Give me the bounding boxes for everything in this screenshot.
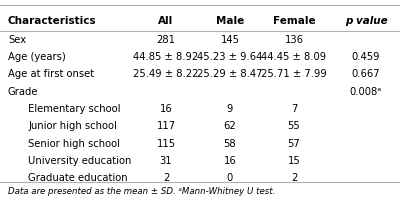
Text: 281: 281 (156, 35, 176, 45)
Text: 0: 0 (227, 173, 233, 183)
Text: 2: 2 (163, 173, 169, 183)
Text: 45.23 ± 9.64: 45.23 ± 9.64 (197, 52, 263, 62)
Text: Junior high school: Junior high school (28, 121, 117, 131)
Text: Female: Female (273, 16, 315, 26)
Text: 16: 16 (224, 156, 236, 166)
Text: 58: 58 (224, 139, 236, 148)
Text: 16: 16 (160, 104, 172, 114)
Text: p value: p value (345, 16, 387, 26)
Text: 9: 9 (227, 104, 233, 114)
Text: 145: 145 (220, 35, 240, 45)
Text: 31: 31 (160, 156, 172, 166)
Text: 25.29 ± 8.47: 25.29 ± 8.47 (197, 69, 263, 79)
Text: 0.667: 0.667 (352, 69, 380, 79)
Text: 0.459: 0.459 (352, 52, 380, 62)
Text: 115: 115 (156, 139, 176, 148)
Text: 25.49 ± 8.22: 25.49 ± 8.22 (133, 69, 199, 79)
Text: Graduate education: Graduate education (28, 173, 128, 183)
Text: 15: 15 (288, 156, 300, 166)
Text: Male: Male (216, 16, 244, 26)
Text: 0.008ᵃ: 0.008ᵃ (350, 87, 382, 97)
Text: Characteristics: Characteristics (8, 16, 97, 26)
Text: 25.71 ± 7.99: 25.71 ± 7.99 (261, 69, 327, 79)
Text: Senior high school: Senior high school (28, 139, 120, 148)
Text: 117: 117 (156, 121, 176, 131)
Text: 136: 136 (284, 35, 304, 45)
Text: Sex: Sex (8, 35, 26, 45)
Text: Grade: Grade (8, 87, 38, 97)
Text: University education: University education (28, 156, 131, 166)
Text: Age at first onset: Age at first onset (8, 69, 94, 79)
Text: 7: 7 (291, 104, 297, 114)
Text: 55: 55 (288, 121, 300, 131)
Text: Data are presented as the mean ± SD. ᵃMann-Whitney U test.: Data are presented as the mean ± SD. ᵃMa… (8, 187, 275, 196)
Text: 44.45 ± 8.09: 44.45 ± 8.09 (262, 52, 326, 62)
Text: All: All (158, 16, 174, 26)
Text: 57: 57 (288, 139, 300, 148)
Text: 2: 2 (291, 173, 297, 183)
Text: Elementary school: Elementary school (28, 104, 120, 114)
Text: Age (years): Age (years) (8, 52, 66, 62)
Text: 44.85 ± 8.92: 44.85 ± 8.92 (133, 52, 199, 62)
Text: 62: 62 (224, 121, 236, 131)
